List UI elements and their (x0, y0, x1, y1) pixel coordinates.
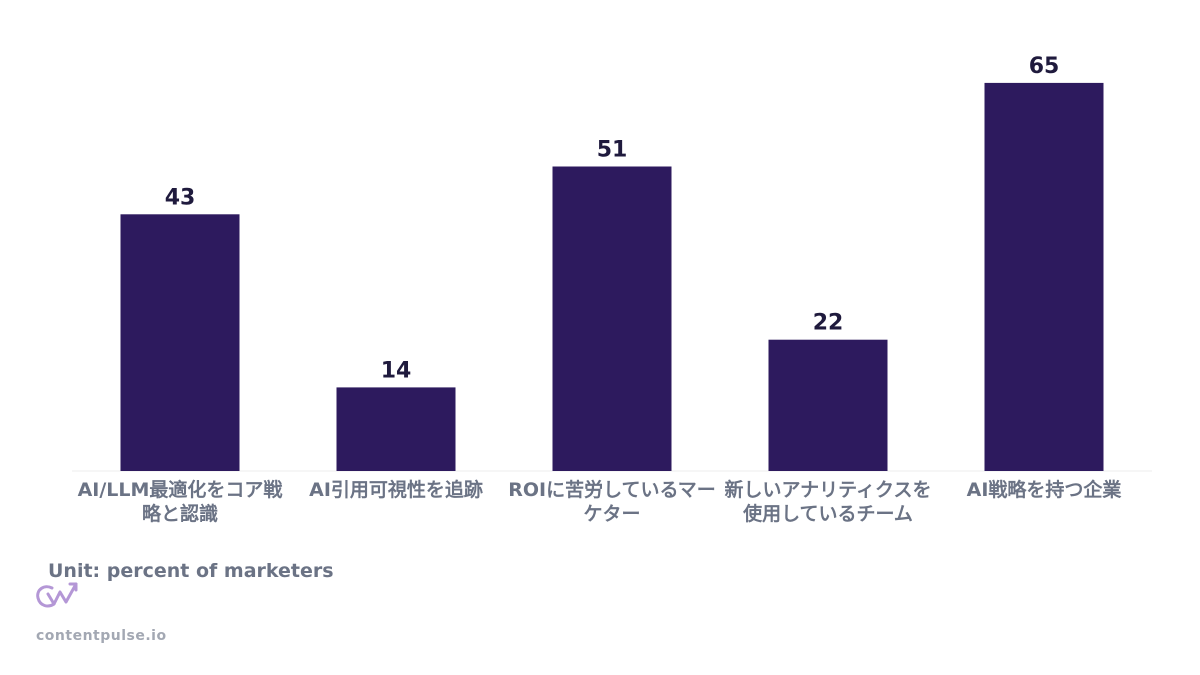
bar-2 (336, 387, 456, 471)
value-label-2: 14 (381, 358, 412, 383)
cw-logo-icon (34, 580, 82, 612)
category-label-5: AI戦略を持つ企業 (966, 479, 1122, 501)
category-label-1: AI/LLM最適化をコア戦略と認識 (77, 479, 283, 525)
value-label-1: 43 (165, 185, 196, 210)
bar-3 (552, 166, 672, 471)
brand-name: contentpulse.io (36, 628, 167, 644)
value-label-5: 65 (1029, 54, 1060, 79)
category-label-4: 新しいアナリティクスを使用しているチーム (724, 479, 932, 525)
bar-4 (768, 339, 888, 471)
value-label-4: 22 (813, 311, 844, 336)
value-label-3: 51 (597, 138, 628, 163)
bar-5 (984, 82, 1104, 472)
bar-1 (120, 214, 240, 472)
category-label-2: AI引用可視性を追跡 (309, 479, 483, 501)
unit-label: Unit: percent of marketers (48, 560, 334, 582)
category-label-3: ROIに苦労しているマーケター (508, 479, 716, 525)
